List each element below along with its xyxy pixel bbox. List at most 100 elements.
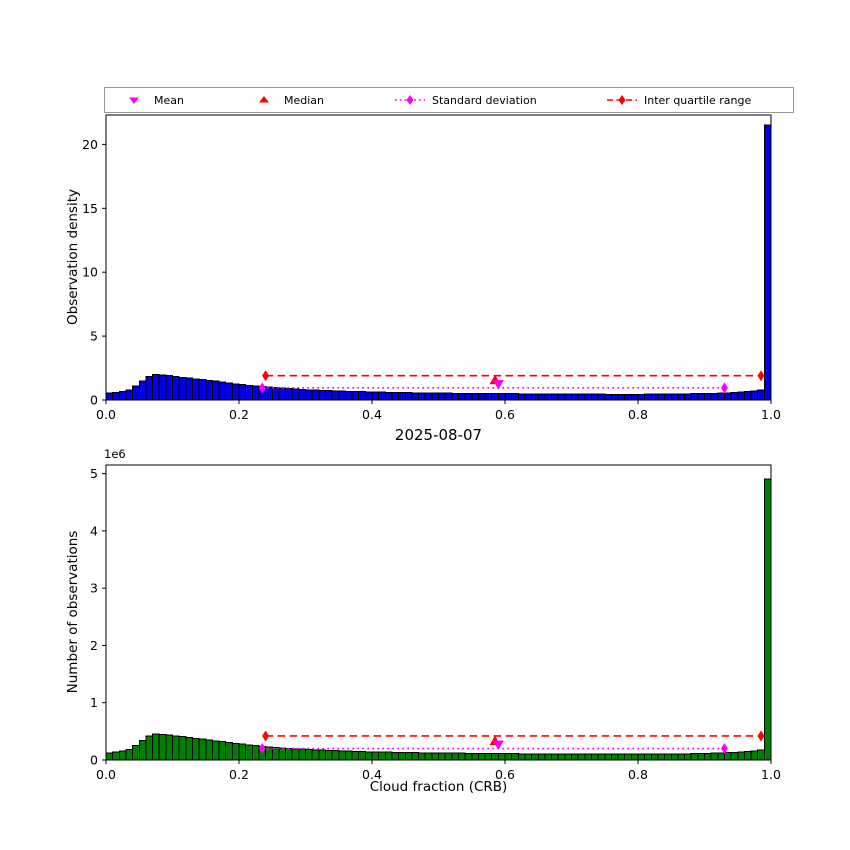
y-tick-label: 2	[90, 638, 98, 653]
histogram-bar	[497, 753, 506, 761]
histogram-bar	[138, 739, 147, 761]
histogram-bar	[165, 734, 174, 761]
histogram-bar	[344, 750, 353, 761]
std-diamond-icon	[406, 95, 414, 105]
y-tick-label: 0	[90, 393, 98, 408]
histogram-bar	[531, 393, 539, 401]
legend-label-inter-quartile-range: Inter quartile range	[644, 93, 752, 107]
histogram-bar	[225, 382, 233, 401]
histogram-bar	[291, 748, 300, 761]
y-tick-label: 10	[82, 265, 98, 280]
histogram-bar	[178, 736, 187, 761]
histogram-bar	[584, 753, 592, 761]
histogram-bar	[291, 388, 300, 401]
histogram-bar	[418, 392, 426, 401]
histogram-bar	[358, 751, 366, 761]
histogram-bars	[105, 124, 772, 401]
histogram-bar	[763, 478, 772, 761]
histogram-bar	[704, 752, 712, 761]
y-tick-label: 5	[90, 466, 98, 481]
histogram-bar	[311, 389, 320, 401]
histogram-bar	[331, 390, 340, 401]
histogram-bar	[265, 386, 273, 401]
histogram-bar	[231, 383, 240, 401]
histogram-bar	[557, 753, 566, 761]
histogram-bar	[624, 393, 632, 401]
histogram-bar	[710, 392, 719, 401]
iqr-q1-marker	[262, 370, 270, 382]
histogram-bar	[504, 753, 513, 761]
histogram-bar	[145, 735, 154, 761]
y-tick-label: 4	[90, 523, 98, 538]
histogram-bar	[324, 390, 333, 401]
iqr-q3-marker	[757, 730, 765, 742]
histogram-bar	[172, 735, 180, 761]
histogram-bar	[324, 749, 333, 761]
histogram-bar	[650, 753, 659, 761]
histogram-bar	[305, 749, 313, 761]
histogram-bar	[577, 393, 586, 401]
histogram-bar	[298, 748, 307, 761]
histogram-bar	[557, 393, 566, 401]
histogram-bar	[664, 393, 672, 401]
histogram-bar	[610, 393, 619, 401]
x-tick-label: 1.0	[761, 407, 781, 422]
std-high-marker	[720, 743, 728, 755]
histogram-bar	[670, 393, 679, 401]
histogram-bar	[597, 393, 606, 401]
histogram-bar	[165, 375, 174, 401]
histogram-bar	[544, 393, 553, 401]
histogram-bar	[444, 392, 453, 401]
x-tick-label: 0.2	[229, 407, 249, 422]
histogram-bar	[118, 750, 127, 761]
x-tick-label: 0.0	[96, 767, 116, 782]
y-tick-label: 0	[90, 753, 98, 768]
histogram-bar	[245, 744, 253, 761]
histogram-bar	[590, 753, 599, 761]
y-tick-label: 3	[90, 581, 98, 596]
histogram-bar	[684, 393, 692, 401]
histogram-bar	[238, 384, 247, 401]
histogram-bar	[444, 752, 453, 761]
histogram-bar	[504, 393, 513, 401]
x-tick-label: 0.2	[229, 767, 249, 782]
x-tick-label: 0.8	[628, 767, 648, 782]
legend: Mean Median Standard deviation Inter qua…	[104, 87, 794, 113]
x-tick-label: 0.4	[362, 407, 382, 422]
histogram-bar	[524, 753, 533, 761]
histogram-bar	[411, 392, 420, 401]
histogram-bar	[517, 753, 526, 761]
histogram-bar	[152, 733, 160, 761]
histogram-bar	[285, 388, 293, 401]
histogram-bar	[451, 392, 459, 401]
legend-item-median: Median	[249, 88, 324, 112]
legend-label-mean: Mean	[154, 93, 184, 107]
histogram-bar	[737, 391, 745, 401]
mean-marker-icon	[129, 97, 139, 104]
observation-density-histogram: 0.0 0.2 0.4 0.6 0.8 1.0 0 5 10 15 20	[82, 114, 781, 422]
histogram-bar	[697, 752, 705, 761]
histogram-bar	[391, 391, 400, 401]
x-tick-label: 1.0	[761, 767, 781, 782]
histogram-bar	[717, 392, 725, 401]
histogram-bar	[524, 393, 533, 401]
histogram-bar	[571, 753, 579, 761]
median-triangle-up-icon	[259, 96, 269, 103]
y-tick-label: 5	[90, 329, 98, 344]
axes-frame	[105, 114, 772, 401]
y-tick-label: 15	[82, 201, 98, 216]
histogram-bar	[577, 753, 586, 761]
histogram-bar	[351, 391, 360, 401]
histogram-bar	[750, 750, 759, 761]
histogram-bar	[391, 751, 400, 761]
histogram-bar	[511, 393, 519, 401]
histogram-bar	[723, 392, 732, 401]
histogram-bar	[351, 750, 360, 761]
histogram-bar	[231, 742, 240, 761]
histogram-bar	[132, 745, 140, 761]
histogram-bar	[590, 393, 599, 401]
histogram-bar	[517, 393, 526, 401]
histogram-bar	[690, 393, 699, 401]
histogram-bar	[537, 753, 546, 761]
